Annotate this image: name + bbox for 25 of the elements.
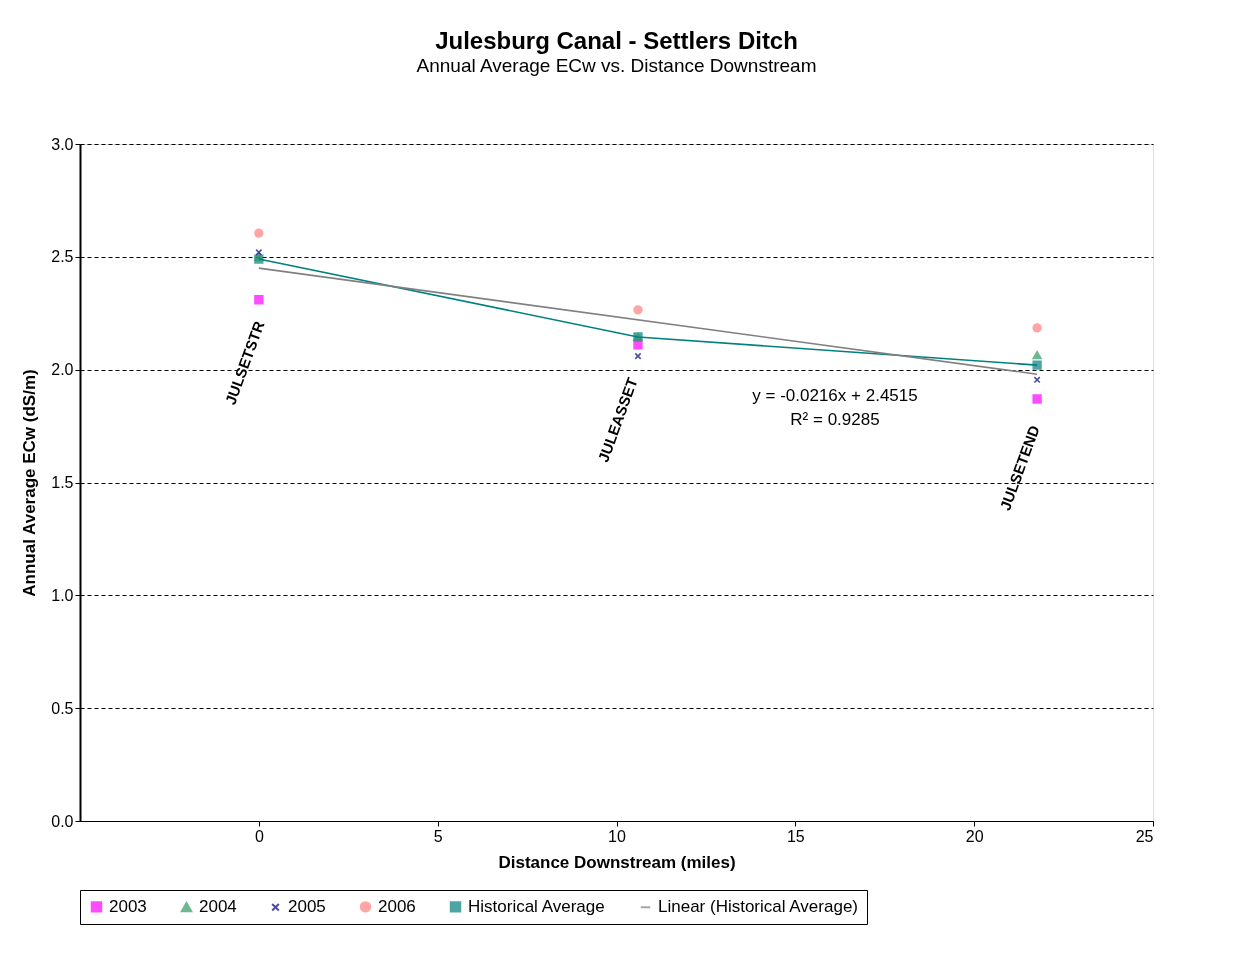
legend-label: 2005 [288, 897, 326, 917]
x-tick-label: 0 [254, 827, 264, 845]
annotation: y = -0.0216x + 2.4515 [752, 386, 918, 405]
x-tick-label: 10 [608, 827, 626, 845]
chart-subtitle: Annual Average ECw vs. Distance Downstream [416, 55, 817, 76]
legend-label: Linear (Historical Average) [658, 897, 858, 917]
y-axis-title: Annual Average ECw (dS/m) [20, 369, 40, 597]
x-tick-label: 15 [786, 827, 805, 845]
y-tick-label: 0.5 [51, 699, 74, 717]
y-tick-label: 3.0 [51, 135, 74, 153]
legend-label: 2006 [378, 896, 416, 916]
legend-label: Historical Average [468, 896, 605, 916]
y-tick-label: 1.5 [51, 474, 74, 491]
chart-title: Julesburg Canal - Settlers Ditch [435, 27, 798, 54]
x-axis-title: Distance Downstream (miles) [498, 852, 736, 872]
y-tick-label: 2.0 [51, 361, 74, 379]
annotation: R² = 0.9285 [790, 410, 880, 429]
x-tick-label: 25 [1135, 827, 1154, 845]
legend-label: 2004 [199, 897, 237, 917]
x-tick-label: 20 [965, 827, 984, 845]
y-tick-label: 0.0 [51, 812, 74, 830]
y-tick-label: 1.0 [51, 586, 74, 604]
y-tick-label: 2.5 [51, 248, 74, 266]
x-tick-label: 5 [433, 827, 443, 845]
legend-label: 2003 [109, 896, 147, 916]
